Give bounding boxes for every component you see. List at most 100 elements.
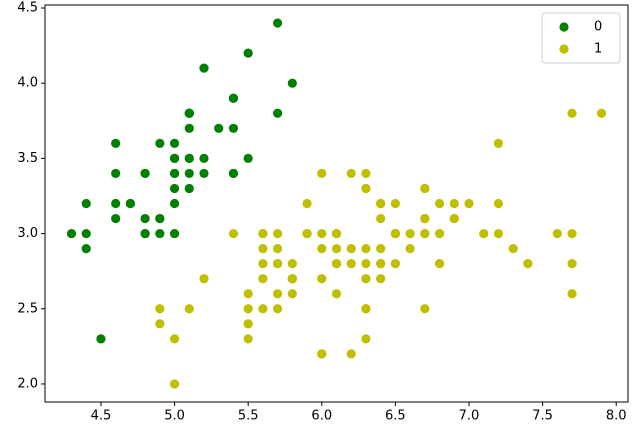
- legend-label: 0: [594, 20, 602, 35]
- point: [243, 319, 253, 329]
- point: [169, 334, 180, 344]
- y-tick-label: 4.5: [17, 1, 38, 16]
- x-tick-label: 7.0: [459, 409, 480, 424]
- axes-frame: [44, 4, 629, 403]
- point: [376, 198, 386, 209]
- point: [567, 108, 577, 118]
- point: [96, 334, 106, 344]
- y-tick-label: 3.5: [17, 151, 38, 166]
- point: [243, 289, 253, 299]
- point: [346, 259, 356, 269]
- point: [508, 244, 518, 254]
- point: [346, 244, 356, 254]
- point: [155, 213, 165, 224]
- point: [184, 153, 194, 163]
- point: [258, 244, 268, 254]
- point: [273, 289, 283, 299]
- point: [302, 228, 312, 239]
- point: [184, 183, 194, 194]
- point: [273, 244, 283, 254]
- point: [420, 183, 430, 194]
- point: [317, 244, 327, 254]
- point: [420, 228, 430, 239]
- legend-box: [541, 12, 621, 64]
- y-tick-label: 2.5: [17, 301, 38, 316]
- point: [361, 244, 371, 254]
- point: [111, 138, 121, 148]
- point: [331, 259, 342, 269]
- point: [449, 213, 459, 224]
- point: [273, 108, 283, 118]
- y-tick-label: 4.0: [17, 76, 38, 91]
- point: [140, 228, 150, 239]
- point: [169, 153, 180, 163]
- point: [184, 304, 194, 314]
- point: [199, 153, 209, 163]
- point: [155, 319, 165, 329]
- x-tick-label: 5.0: [164, 409, 185, 424]
- point: [361, 274, 371, 284]
- point: [273, 18, 283, 28]
- legend-marker: [559, 44, 569, 54]
- point: [243, 334, 253, 344]
- point: [390, 259, 400, 269]
- point: [169, 379, 180, 389]
- point: [258, 274, 268, 284]
- point: [361, 304, 371, 314]
- point: [214, 123, 224, 133]
- point: [346, 349, 356, 359]
- point: [287, 289, 297, 299]
- point: [228, 123, 239, 133]
- point: [243, 304, 253, 314]
- point: [596, 108, 607, 118]
- point: [81, 228, 91, 239]
- legend-marker: [559, 22, 569, 32]
- point: [228, 168, 239, 179]
- point: [434, 198, 445, 209]
- legend-label: 1: [594, 42, 602, 57]
- point: [567, 228, 577, 239]
- point: [258, 228, 268, 239]
- point: [567, 289, 577, 299]
- point: [493, 138, 504, 148]
- point: [140, 168, 150, 179]
- point: [523, 259, 533, 269]
- x-tick-label: 6.0: [311, 409, 332, 424]
- point: [464, 198, 474, 209]
- point: [361, 168, 371, 179]
- point: [420, 304, 430, 314]
- x-tick-label: 5.5: [238, 409, 259, 424]
- point: [169, 228, 180, 239]
- point: [81, 198, 91, 209]
- point: [405, 228, 415, 239]
- point: [81, 244, 91, 254]
- point: [125, 198, 135, 209]
- point: [169, 168, 180, 179]
- point: [184, 108, 194, 118]
- point: [346, 168, 356, 179]
- point: [155, 138, 165, 148]
- point: [317, 274, 327, 284]
- point: [376, 213, 386, 224]
- point: [405, 244, 415, 254]
- y-tick-label: 3.0: [17, 226, 38, 241]
- point: [420, 213, 430, 224]
- point: [66, 228, 77, 239]
- point: [228, 228, 239, 239]
- point: [331, 228, 342, 239]
- point: [493, 228, 504, 239]
- point: [479, 228, 489, 239]
- point: [111, 213, 121, 224]
- point: [140, 213, 150, 224]
- point: [434, 259, 445, 269]
- point: [552, 228, 562, 239]
- point: [361, 334, 371, 344]
- point: [258, 259, 268, 269]
- point: [287, 259, 297, 269]
- point: [376, 244, 386, 254]
- point: [169, 198, 180, 209]
- point: [199, 168, 209, 179]
- point: [302, 198, 312, 209]
- point: [258, 304, 268, 314]
